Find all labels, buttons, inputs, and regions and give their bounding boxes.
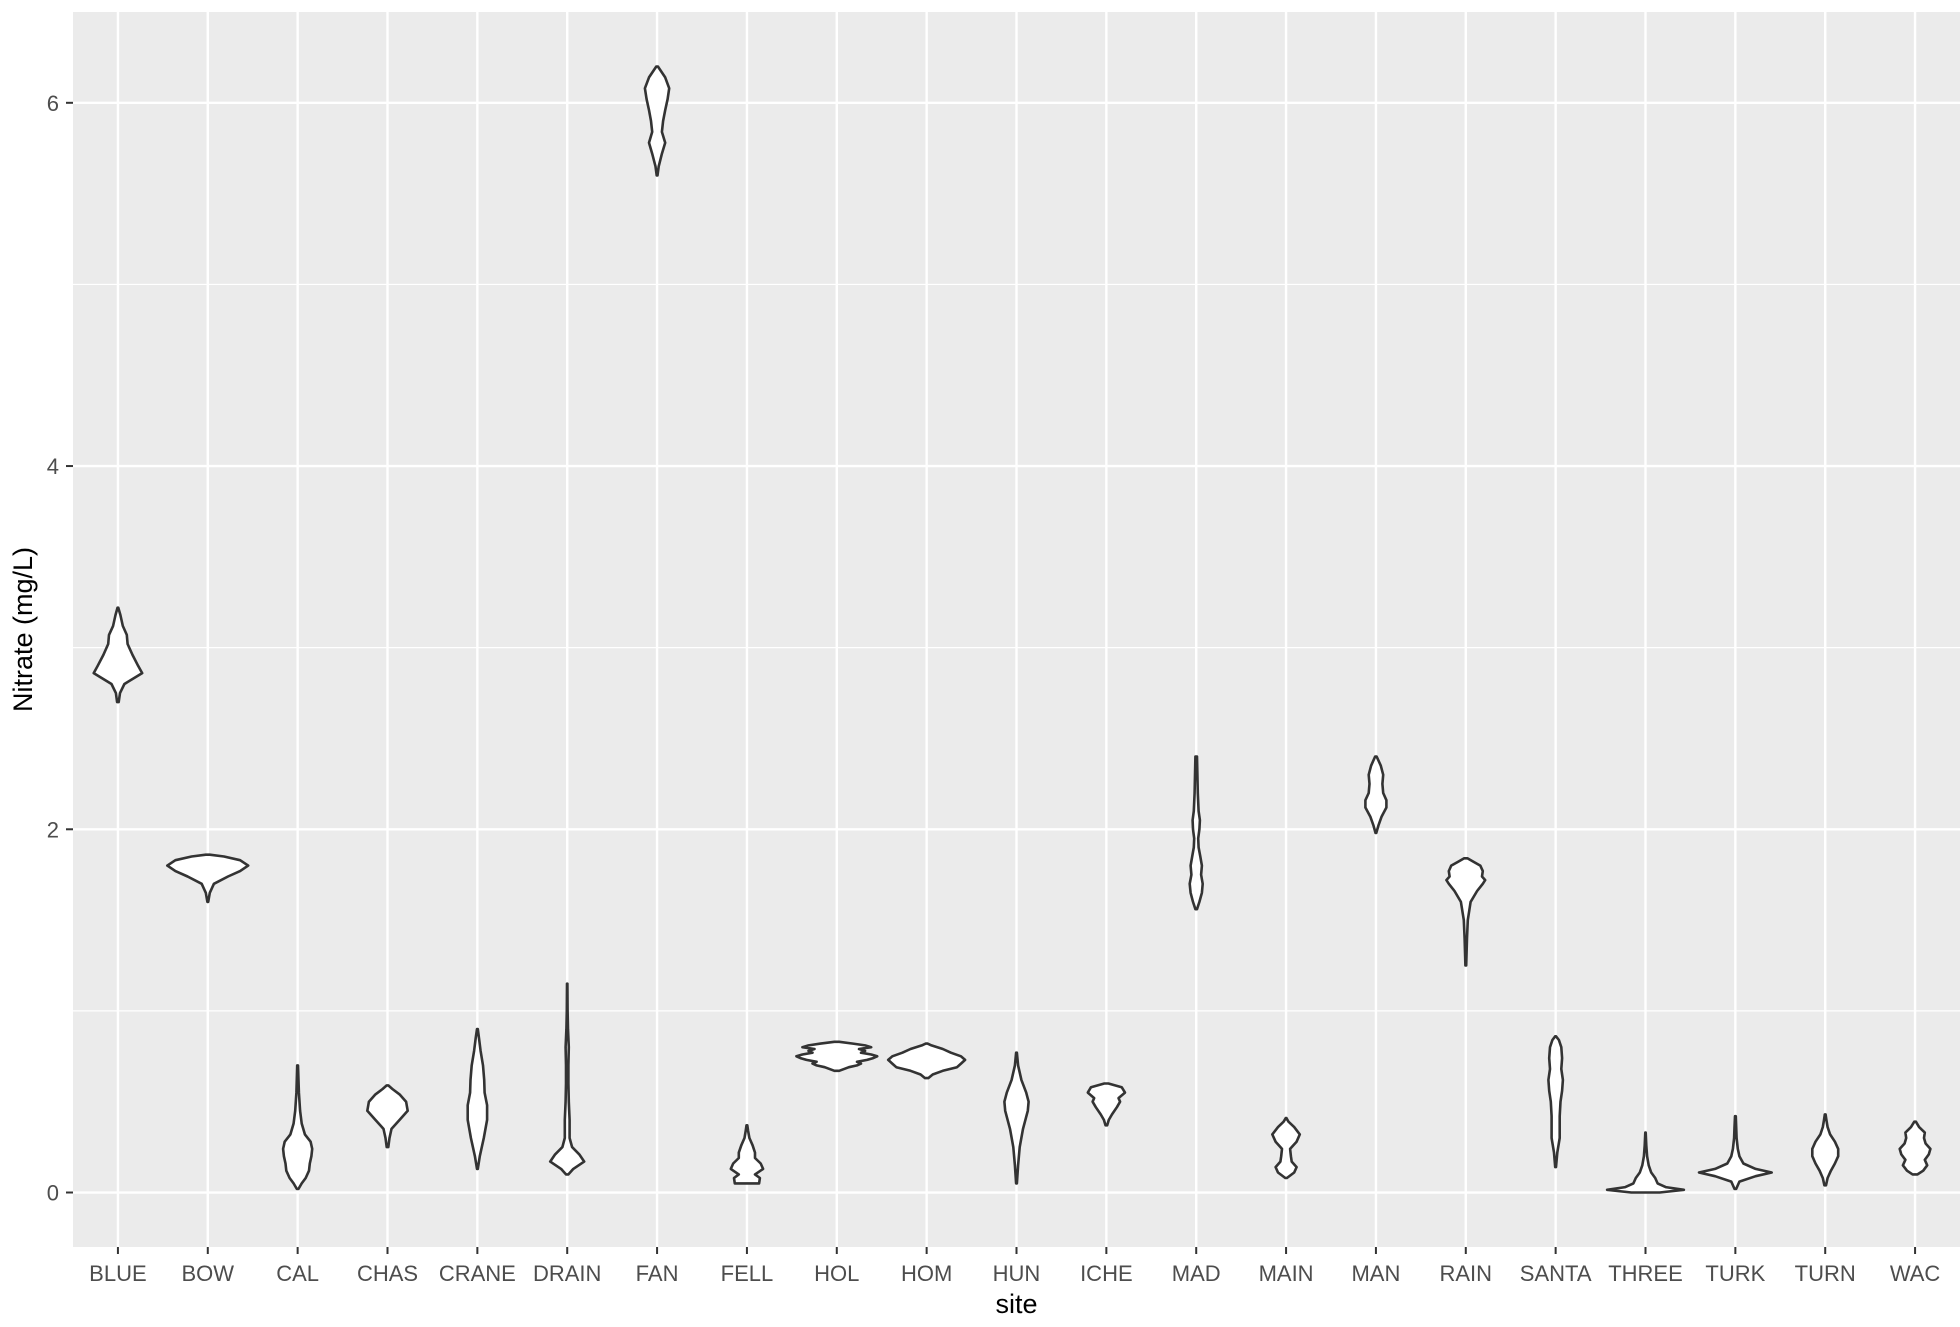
violin-man (1364, 755, 1388, 835)
x-tick-label-turk: TURK (1705, 1261, 1765, 1286)
x-tick-label-main: MAIN (1259, 1261, 1314, 1286)
y-tick-label: 2 (47, 817, 59, 842)
x-tick-label-fan: FAN (636, 1261, 679, 1286)
x-axis: BLUE BOW CAL CHAS CRANE DRAIN FAN FELL HOL HOM HUN… (89, 1247, 1940, 1286)
x-tick-label-drain: DRAIN (533, 1261, 601, 1286)
violin-fan (643, 65, 671, 177)
x-tick-label-santa: SANTA (1520, 1261, 1592, 1286)
violin-bow (166, 853, 250, 904)
violin-rain (1445, 857, 1487, 967)
violins (92, 65, 1932, 1194)
violin-three (1605, 1131, 1686, 1194)
violin-wac (1898, 1120, 1932, 1176)
violin-turk (1697, 1114, 1773, 1191)
violin-drain (548, 982, 586, 1176)
violin-mad (1188, 755, 1204, 911)
x-tick-label-man: MAN (1351, 1261, 1400, 1286)
violin-cal (281, 1064, 314, 1191)
violin-iche (1086, 1082, 1127, 1127)
violin-santa (1547, 1035, 1565, 1169)
y-axis: 0 2 4 6 (47, 91, 73, 1206)
violin-hol (795, 1040, 879, 1073)
x-tick-label-hun: HUN (993, 1261, 1041, 1286)
x-tick-label-bow: BOW (182, 1261, 235, 1286)
x-tick-label-blue: BLUE (89, 1261, 146, 1286)
y-tick-label: 4 (47, 454, 59, 479)
y-tick-label: 0 (47, 1181, 59, 1206)
violin-hun (1003, 1051, 1030, 1185)
y-axis-title: Nitrate (mg/L) (8, 547, 38, 712)
x-tick-label-iche: ICHE (1080, 1261, 1133, 1286)
x-tick-label-cal: CAL (276, 1261, 319, 1286)
x-tick-label-chas: CHAS (357, 1261, 418, 1286)
y-tick-label: 6 (47, 91, 59, 116)
x-tick-label-hol: HOL (814, 1261, 859, 1286)
x-tick-label-three: THREE (1608, 1261, 1683, 1286)
violin-main (1271, 1116, 1302, 1180)
x-tick-label-rain: RAIN (1440, 1261, 1493, 1286)
violin-turn (1811, 1113, 1840, 1187)
x-tick-label-wac: WAC (1890, 1261, 1941, 1286)
violin-blue (92, 606, 144, 704)
x-tick-label-mad: MAD (1172, 1261, 1221, 1286)
x-tick-label-fell: FELL (721, 1261, 774, 1286)
x-tick-label-hom: HOM (901, 1261, 952, 1286)
violin-fell (729, 1124, 765, 1185)
x-tick-label-turn: TURN (1795, 1261, 1856, 1286)
x-tick-label-crane: CRANE (439, 1261, 516, 1286)
violin-crane (466, 1027, 489, 1171)
violin-hom (886, 1042, 967, 1080)
violin-chas (366, 1084, 409, 1149)
x-axis-title: site (995, 1289, 1037, 1319)
